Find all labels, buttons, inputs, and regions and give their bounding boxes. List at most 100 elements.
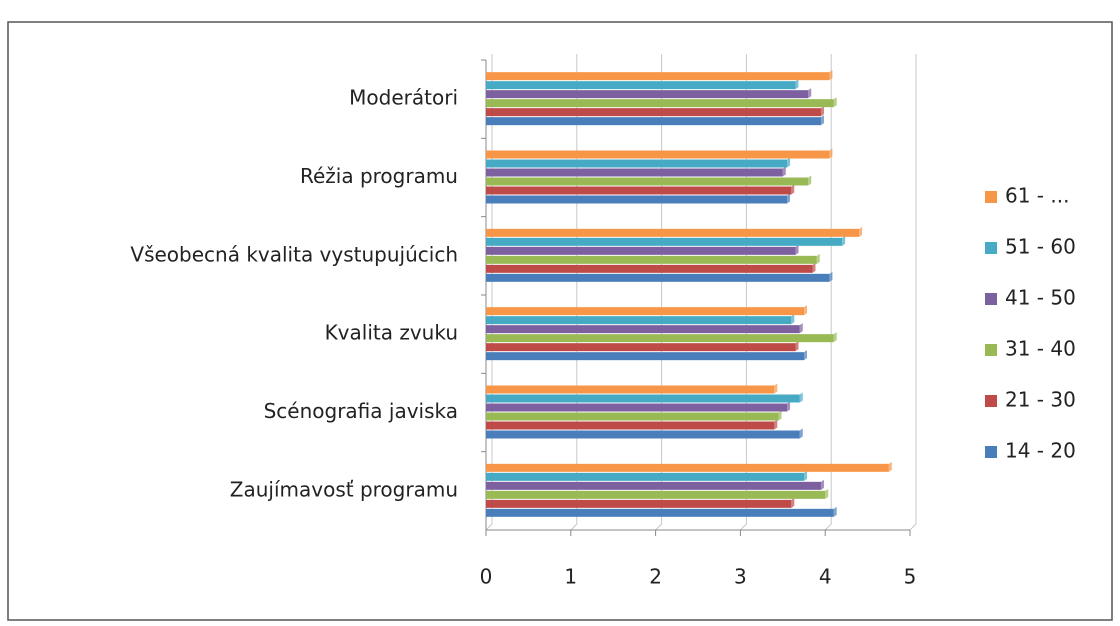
legend-label: 51 - 60 <box>1005 235 1076 259</box>
legend-swatch <box>985 293 997 305</box>
bar-end <box>842 235 846 246</box>
grid-line <box>909 54 917 531</box>
bar-end <box>799 392 803 403</box>
plot-wall <box>486 54 916 530</box>
bar <box>486 463 889 472</box>
bar <box>486 246 796 255</box>
bar <box>486 352 804 361</box>
bar-end <box>820 479 824 490</box>
bar <box>486 99 834 108</box>
x-tick-label: 1 <box>564 565 577 589</box>
legend-swatch <box>985 395 997 407</box>
grid-line <box>485 54 493 531</box>
y-tick-label: Scénografia javiska <box>264 399 458 423</box>
bar-end <box>808 175 812 186</box>
legend-label: 61 - ... <box>1005 184 1069 208</box>
bar-end <box>820 115 824 126</box>
bar <box>486 499 792 508</box>
legend-swatch <box>985 446 997 458</box>
legend-label: 21 - 30 <box>1005 388 1076 412</box>
bar <box>486 307 804 316</box>
grid-line <box>740 54 747 531</box>
legend-label: 41 - 50 <box>1005 286 1076 310</box>
bar <box>486 481 821 490</box>
y-tick-label: Kvalita zvuku <box>325 321 458 345</box>
bar-end <box>833 506 837 517</box>
bar-end <box>782 166 786 177</box>
bar <box>486 117 821 126</box>
bar-end <box>778 410 782 421</box>
bar-end <box>833 97 837 108</box>
bar-end <box>791 184 795 195</box>
bar <box>486 150 830 159</box>
bar-end <box>787 193 791 204</box>
bar-end <box>791 497 795 508</box>
bar-end <box>816 253 820 264</box>
bar-end <box>808 88 812 99</box>
bar <box>486 72 830 81</box>
bar <box>486 325 800 334</box>
x-tick-label: 3 <box>734 565 747 589</box>
bar-end <box>787 157 791 168</box>
bar <box>486 159 788 168</box>
bar-end <box>774 419 778 430</box>
bar-end <box>795 341 799 352</box>
bar <box>486 490 826 499</box>
bar <box>486 334 834 343</box>
grid-line <box>655 54 663 531</box>
y-tick-label: Réžia programu <box>300 164 458 188</box>
bar <box>486 430 800 439</box>
bar <box>486 508 834 517</box>
legend-swatch <box>985 344 997 356</box>
bar <box>486 81 796 90</box>
bar-end <box>833 332 837 343</box>
bar <box>486 186 792 195</box>
bar <box>486 237 843 246</box>
bar <box>486 412 779 421</box>
legend-swatch <box>985 191 997 203</box>
grid-line <box>824 54 832 531</box>
legend-label: 14 - 20 <box>1005 439 1076 463</box>
bar <box>486 168 783 177</box>
bar-end <box>804 350 807 361</box>
bar-end <box>859 226 863 237</box>
bar <box>486 195 788 204</box>
x-tick-label: 0 <box>480 565 493 589</box>
bar <box>486 90 809 99</box>
y-tick-label: Zaujímavosť programu <box>230 477 458 501</box>
grid-line <box>570 54 578 531</box>
y-tick-label: Moderátori <box>349 86 458 110</box>
bar <box>486 403 788 412</box>
bar-end <box>820 106 824 117</box>
y-tick-label: Všeobecná kvalita vystupujúcich <box>130 242 458 266</box>
bar <box>486 264 813 273</box>
bar-end <box>795 79 799 90</box>
bar-end <box>799 323 803 334</box>
x-tick-label: 2 <box>649 565 662 589</box>
bar <box>486 385 775 394</box>
bar-end <box>791 314 795 325</box>
bar <box>486 273 830 282</box>
bar-end <box>804 470 807 481</box>
x-tick-label: 5 <box>904 565 917 589</box>
bar <box>486 228 860 237</box>
bar-end <box>888 461 892 472</box>
bar <box>486 316 792 325</box>
bar-end <box>825 488 829 499</box>
bar-end <box>787 401 791 412</box>
bar-end <box>795 244 799 255</box>
legend-label: 31 - 40 <box>1005 337 1076 361</box>
bar <box>486 108 821 117</box>
bar <box>486 472 804 481</box>
legend-swatch <box>985 242 997 254</box>
bar-end <box>812 262 816 273</box>
x-tick-label: 4 <box>819 565 832 589</box>
bar-end <box>804 305 807 316</box>
bar <box>486 177 809 186</box>
bar-end <box>774 383 778 394</box>
bar <box>486 343 796 352</box>
bar-end <box>829 148 833 159</box>
bar <box>486 394 800 403</box>
bar-end <box>829 271 833 282</box>
